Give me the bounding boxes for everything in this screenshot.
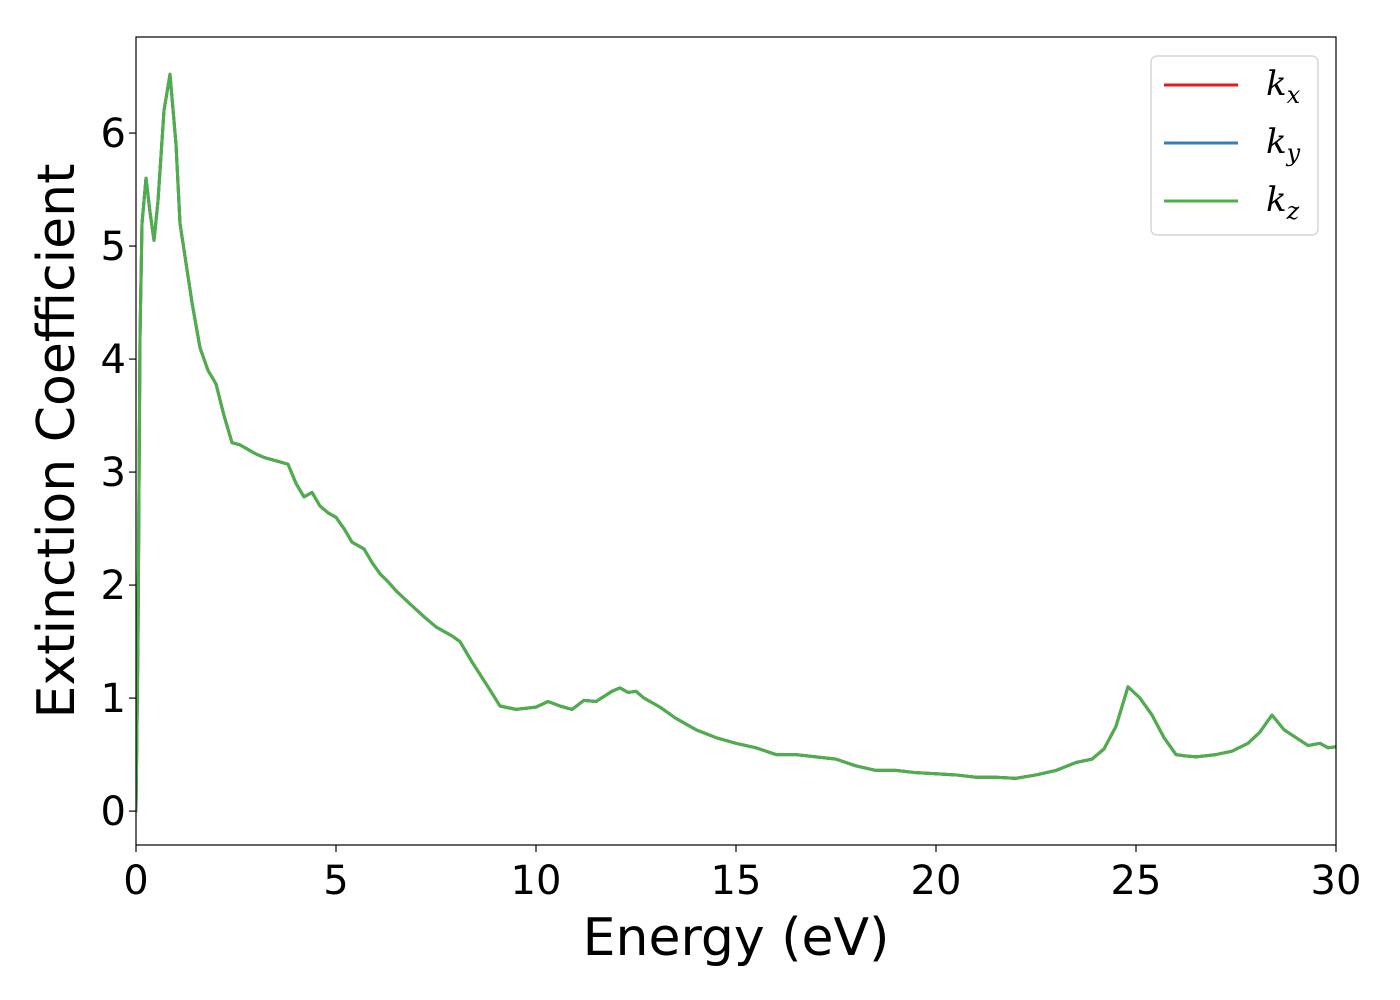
legend: kx ky kz: [1150, 55, 1319, 236]
x-axis: 0 5 10 15 20 25 30: [123, 845, 1361, 904]
legend-label-kx: kx: [1266, 64, 1301, 109]
x-tick-label: 15: [711, 858, 762, 904]
y-tick-label: 0: [101, 789, 126, 835]
y-tick-label: 3: [101, 450, 126, 496]
x-tick-label: 20: [911, 858, 962, 904]
y-tick-label: 5: [101, 224, 126, 270]
legend-label-ky: ky: [1266, 122, 1301, 167]
series-line-kz: [136, 72, 1336, 813]
x-tick-label: 10: [511, 858, 562, 904]
y-tick-label: 6: [101, 111, 126, 157]
y-tick-label: 2: [101, 563, 126, 609]
plot-lines: [136, 72, 1336, 813]
x-tick-label: 25: [1111, 858, 1162, 904]
x-axis-title: Energy (eV): [583, 908, 890, 968]
x-tick-label: 5: [323, 858, 348, 904]
y-axis: 0 1 2 3 4 5 6: [101, 111, 136, 835]
legend-box: [1150, 55, 1319, 236]
y-axis-title: Extinction Coefficient: [27, 164, 87, 719]
x-tick-label: 30: [1311, 858, 1362, 904]
y-tick-label: 1: [101, 676, 126, 722]
y-tick-label: 4: [101, 337, 126, 383]
x-tick-label: 0: [123, 858, 148, 904]
legend-label-kz: kz: [1266, 180, 1300, 225]
